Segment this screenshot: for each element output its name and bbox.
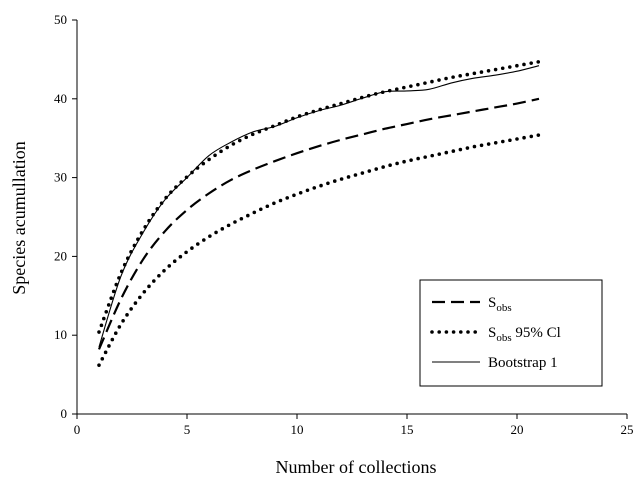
x-tick-label: 10: [291, 422, 304, 437]
x-tick-label: 20: [511, 422, 524, 437]
legend: Sobs Sobs 95% Cl Bootstrap 1: [419, 279, 603, 387]
y-tick-label: 50: [54, 12, 67, 27]
y-tick-label: 30: [54, 170, 67, 185]
y-axis-title: Species acumullation: [9, 141, 29, 294]
series-layer: [97, 59, 541, 367]
legend-label-bootstrap-1: Bootstrap 1: [488, 355, 558, 371]
x-axis: 0 5 10 15 20 25: [74, 414, 634, 437]
series-line-sobs: [97, 97, 540, 350]
legend-label-sobs-95-cl-lower: Sobs 95% Cl: [488, 325, 561, 344]
legend-label-sobs: Sobs: [488, 295, 512, 314]
series-line-sobs-95-cl-lower: [97, 133, 541, 367]
y-tick-label: 0: [61, 406, 68, 421]
x-tick-label: 15: [401, 422, 414, 437]
legend-box: [419, 279, 603, 387]
x-axis-title: Number of collections: [276, 457, 437, 477]
series-line-bootstrap-1: [98, 65, 540, 348]
plot-frame: [76, 20, 627, 415]
x-tick-label: 0: [74, 422, 81, 437]
series-line-sobs-95-cl-upper: [97, 59, 541, 334]
y-axis: 0 10 20 30 40 50: [54, 12, 77, 421]
x-tick-label: 5: [184, 422, 191, 437]
y-tick-label: 40: [54, 91, 67, 106]
y-tick-label: 20: [54, 248, 67, 263]
x-tick-label: 25: [621, 422, 634, 437]
y-tick-label: 10: [54, 327, 67, 342]
